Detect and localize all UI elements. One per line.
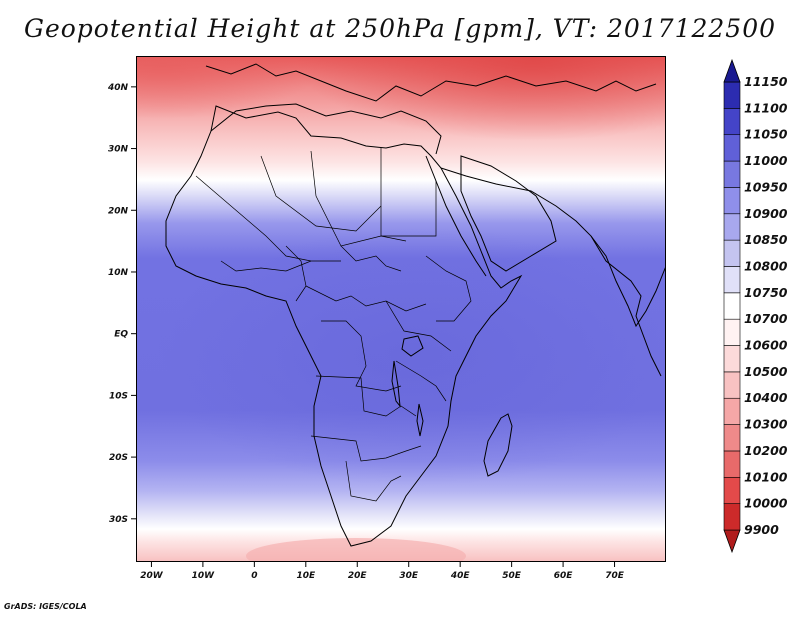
colorbar-swatch [723, 318, 741, 346]
colorbar-labels: 9900 10000 10100 10200 10300 10400 10500 10600 1… [744, 74, 788, 537]
india-coast [590, 235, 666, 328]
lat-tick-label: 20S [109, 453, 128, 463]
map-title: Geopotential Height at 250hPa [gpm], VT:… [23, 14, 777, 43]
colorbar-level-label: 10200 [744, 443, 788, 458]
border-sahara-1 [195, 175, 312, 262]
border-south-1 [315, 375, 417, 417]
border-west-africa [220, 260, 341, 272]
border-central-1 [305, 285, 427, 312]
lat-tick-label: 10S [109, 391, 128, 401]
border-south-2 [310, 435, 422, 462]
lat-tick-label: 10N [108, 268, 129, 278]
colorbar-swatch [723, 187, 741, 215]
lat-tick-label: 30N [108, 145, 129, 155]
border-south-3 [345, 460, 402, 502]
red-sea [425, 155, 487, 277]
africa-coastline [165, 105, 523, 547]
lon-tick-label: 40E [450, 571, 471, 581]
geopotential-map [136, 56, 666, 562]
colorbar-swatch [723, 371, 741, 399]
colorbar-swatch [723, 424, 741, 452]
colorbar-level-label: 9900 [744, 522, 779, 537]
colorbar-swatch [723, 160, 741, 188]
colorbar-swatch [723, 476, 741, 504]
colorbar-level-label: 10100 [744, 469, 788, 484]
colorbar-swatch [723, 108, 741, 136]
mediterranean-coast [210, 103, 442, 155]
lon-tick-label: 50E [502, 571, 522, 581]
colorbar-level-label: 10950 [744, 179, 788, 194]
colorbar-swatch [723, 266, 741, 294]
colorbar-swatches [723, 58, 741, 554]
colorbar: 9900 10000 10100 10200 10300 10400 10500 10600 1… [723, 58, 788, 554]
south-high [246, 538, 466, 562]
lat-tick-labels: 40N 30N 20N 10N EQ 10S 20S 30S [107, 83, 136, 525]
coastlines [165, 63, 666, 547]
west-high [136, 56, 666, 236]
lake-victoria [401, 335, 424, 357]
colorbar-swatch [723, 503, 741, 531]
lat-tick-label: 20N [108, 206, 129, 216]
colorbar-level-label: 10700 [744, 311, 788, 326]
colorbar-level-label: 11050 [744, 127, 788, 142]
lon-tick-label: 0 [251, 571, 257, 581]
lon-tick-label: 10W [192, 571, 216, 581]
lake-tanganyika [391, 360, 401, 408]
lat-tick-label: 30S [109, 515, 128, 525]
colorbar-swatch [723, 213, 741, 241]
colorbar-swatch [723, 345, 741, 373]
border-sahel-2 [340, 245, 402, 272]
lat-tick-label: 40N [107, 83, 129, 93]
europe-coast [205, 63, 657, 102]
border-central-2 [321, 320, 402, 392]
lon-tick-label: 10E [296, 571, 316, 581]
colorbar-level-label: 11000 [744, 153, 788, 168]
colorbar-max-arrow [723, 58, 741, 83]
lon-tick-label: 20W [140, 571, 164, 581]
lat-tick-label: EQ [114, 330, 128, 340]
border-east-2 [395, 360, 447, 402]
border-east-1 [385, 300, 452, 352]
lon-tick-label: 30E [399, 571, 419, 581]
colorbar-swatch [723, 397, 741, 425]
colorbar-swatch [723, 239, 741, 267]
colorbar-level-label: 10800 [744, 258, 788, 273]
border-sahara-2 [260, 155, 382, 232]
lon-tick-labels: 20W 10W 0 10E 20E 30E 40E 50E 60E 70E [140, 562, 625, 581]
border-horn [425, 255, 472, 322]
credit-text: GrADS: IGES/COLA [4, 602, 87, 611]
map-axes: 40N 30N 20N 10N EQ 10S 20S 30S 20W 10W 0 10E 20E 30E… [107, 83, 625, 581]
map-panel: 40N 30N 20N 10N EQ 10S 20S 30S 20W 10W 0 10E 20E 30E… [107, 56, 666, 581]
colorbar-level-label: 10850 [744, 232, 788, 247]
colorbar-swatch [723, 134, 741, 162]
arabian-peninsula [460, 155, 557, 272]
colorbar-level-label: 10900 [744, 206, 788, 221]
colorbar-level-label: 10500 [744, 364, 788, 379]
colorbar-level-label: 10300 [744, 417, 788, 432]
lon-tick-label: 20E [348, 571, 368, 581]
colorbar-level-label: 11100 [744, 100, 788, 115]
colorbar-level-label: 10750 [744, 285, 788, 300]
colorbar-level-label: 10000 [744, 496, 788, 511]
lake-malawi [416, 403, 424, 437]
lon-tick-label: 70E [605, 571, 625, 581]
colorbar-level-label: 11150 [744, 74, 788, 89]
border-sahel-1 [285, 245, 307, 302]
border-egypt-sudan [380, 148, 437, 237]
colorbar-level-label: 10400 [744, 390, 788, 405]
lon-tick-label: 60E [554, 571, 574, 581]
colorbar-min-arrow [723, 529, 741, 554]
colorbar-level-label: 10600 [744, 338, 788, 353]
colorbar-swatch [723, 81, 741, 109]
colorbar-swatch [723, 292, 741, 320]
map-frame [136, 56, 666, 562]
madagascar [483, 413, 513, 477]
colorbar-swatch [723, 450, 741, 478]
country-borders [195, 148, 472, 502]
